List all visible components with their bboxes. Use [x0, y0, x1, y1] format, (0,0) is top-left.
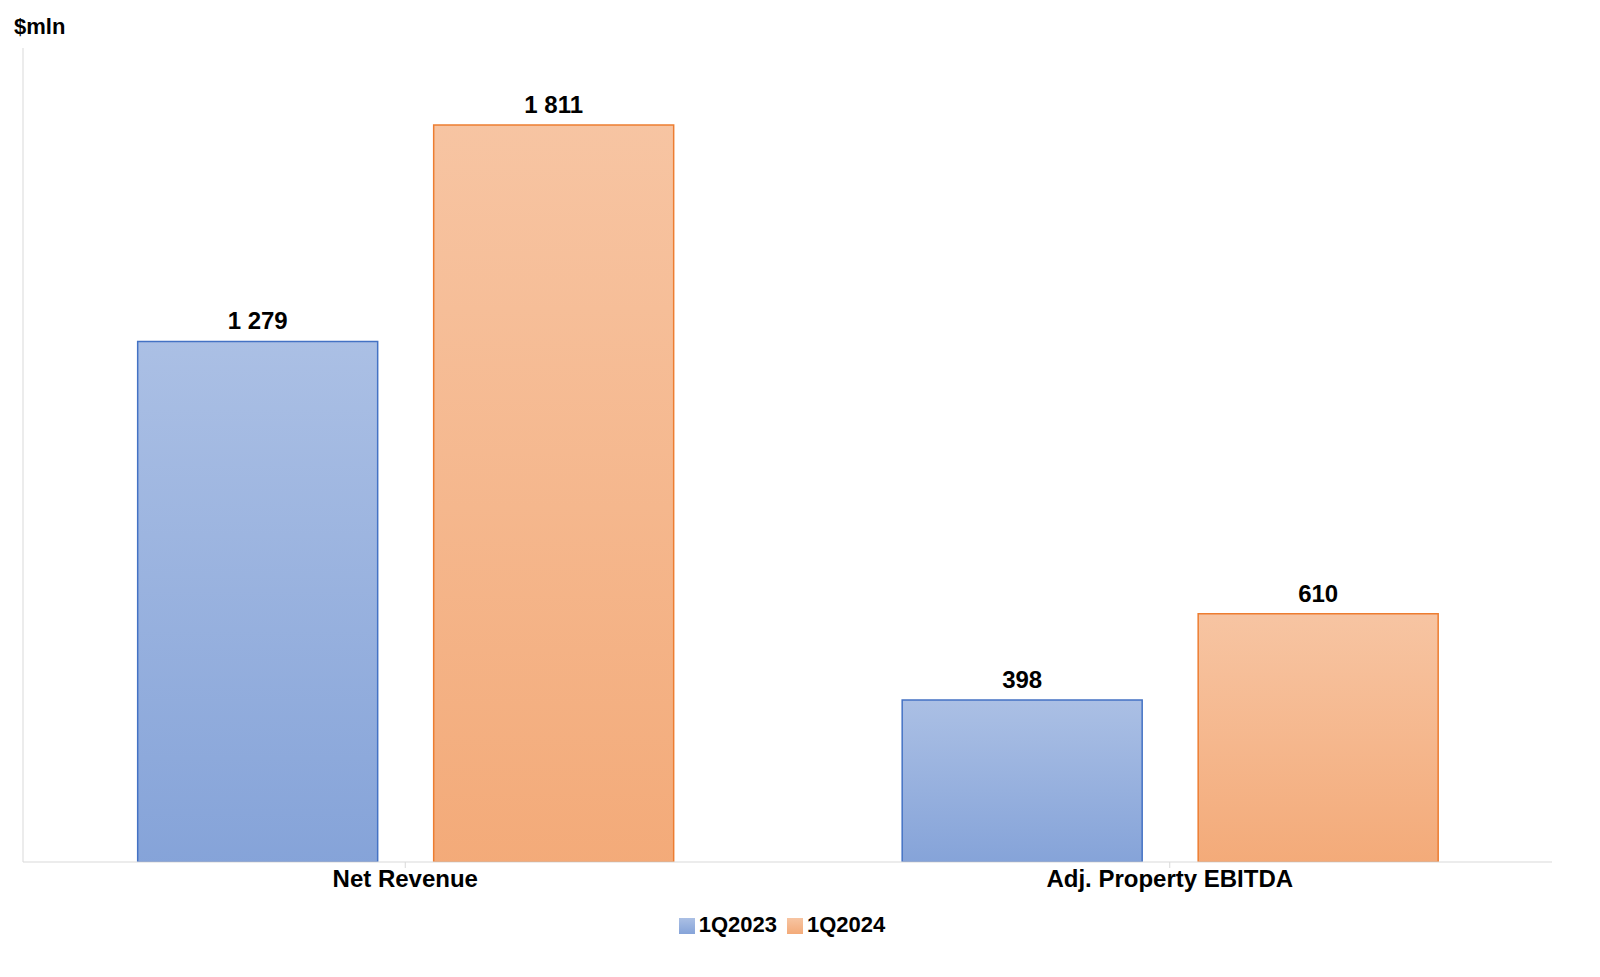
html-text:1Q2023: 1Q2023: [698, 912, 777, 937]
svg-text:1 811: 1 811: [524, 91, 583, 118]
svg-text:1 279: 1 279: [228, 307, 288, 334]
svg-text:398: 398: [1002, 666, 1042, 693]
html-text:$mln: $mln: [14, 14, 66, 39]
svg-text:610: 610: [1298, 580, 1338, 607]
html-text:1Q2024: 1Q2024: [807, 912, 886, 937]
svg-text:Net Revenue: Net Revenue: [333, 865, 478, 892]
svg-text:Adj. Property EBITDA: Adj. Property EBITDA: [1046, 865, 1293, 892]
